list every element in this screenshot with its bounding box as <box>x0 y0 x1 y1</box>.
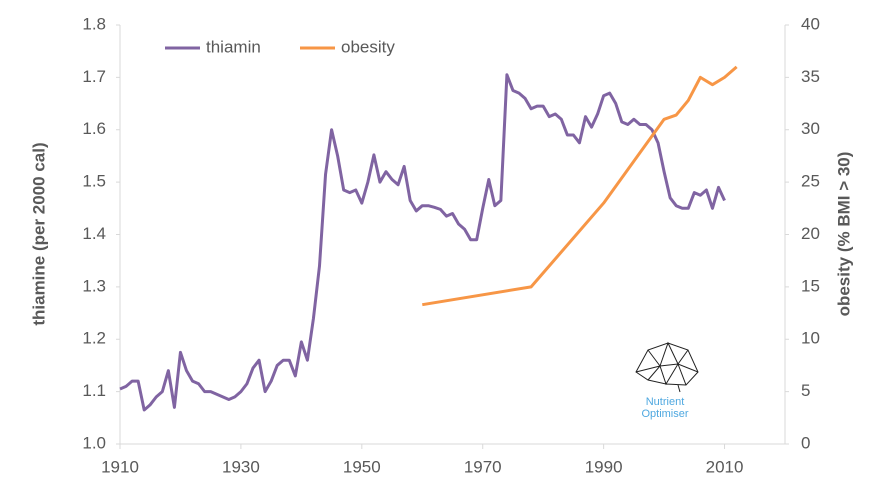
x-tick-label: 1950 <box>343 457 381 476</box>
x-tick-label: 1930 <box>222 457 260 476</box>
legend-label: thiamin <box>206 37 261 56</box>
data-line <box>119 73 726 412</box>
y2-tick-label: 5 <box>801 381 810 400</box>
y2-tick-label: 35 <box>801 67 820 86</box>
y-tick-label: 1.0 <box>82 433 106 452</box>
logo-text: Optimiser <box>641 408 688 420</box>
y-tick-label: 1.3 <box>82 276 106 295</box>
y2-axis-title: obesity (% BMI > 30) <box>834 152 853 317</box>
y-tick-label: 1.5 <box>82 172 106 191</box>
x-tick-label: 1970 <box>464 457 502 476</box>
y-tick-label: 1.4 <box>82 224 106 243</box>
y-tick-label: 1.6 <box>82 119 106 138</box>
y2-tick-label: 30 <box>801 119 820 138</box>
y2-tick-label: 0 <box>801 433 810 452</box>
y-tick-label: 1.1 <box>82 381 106 400</box>
x-tick-label: 2010 <box>706 457 744 476</box>
y-axis-title: thiamine (per 2000 cal) <box>29 142 48 325</box>
logo-text: Nutrient <box>646 396 685 408</box>
legend-label: obesity <box>341 37 395 56</box>
y2-tick-label: 10 <box>801 329 820 348</box>
y2-tick-label: 20 <box>801 224 820 243</box>
y-tick-label: 1.2 <box>82 329 106 348</box>
y-tick-label: 1.7 <box>82 67 106 86</box>
x-tick-label: 1910 <box>101 457 139 476</box>
data-line <box>422 65 738 307</box>
y2-tick-label: 40 <box>801 14 820 33</box>
y2-tick-label: 25 <box>801 172 820 191</box>
y-tick-label: 1.8 <box>82 14 106 33</box>
logo <box>635 341 699 393</box>
logo-brain <box>635 341 699 393</box>
y2-tick-label: 15 <box>801 276 820 295</box>
x-tick-label: 1990 <box>585 457 623 476</box>
